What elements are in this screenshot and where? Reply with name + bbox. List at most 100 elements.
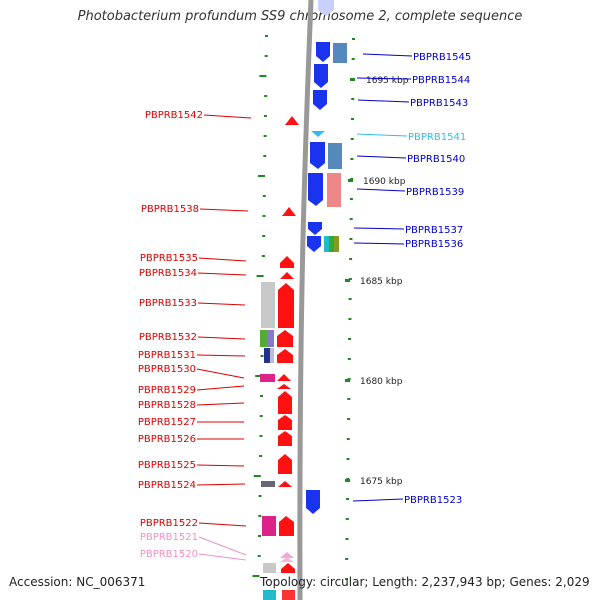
tick-mark [263,135,267,137]
leader-line [203,114,252,119]
kbp-scale: 1695 kbp 1690 kbp 1685 kbp 1680 kbp 1675… [345,76,409,487]
gene-label[interactable]: PBPRB1521 [140,532,198,543]
gene-box[interactable] [328,143,342,169]
gene-arrow[interactable] [278,415,292,430]
gene-box[interactable] [261,481,275,487]
gene-label[interactable]: PBPRB1520 [140,549,198,560]
gene-box[interactable] [264,348,270,363]
tick-mark [345,578,348,580]
gene-arrow[interactable] [280,552,294,558]
gene-box[interactable] [270,348,274,363]
gene-label[interactable]: PBPRB1544 [412,75,470,86]
leader-line [362,53,413,57]
gene-arrow[interactable] [306,490,320,514]
gene-arrow[interactable] [318,0,334,16]
tick-mark [264,95,268,97]
gene-arrow[interactable] [310,142,325,169]
gene-arrow[interactable] [279,516,294,536]
gene-label[interactable]: PBPRB1542 [145,110,203,121]
gene-label[interactable]: PBPRB1540 [407,154,465,165]
gene-label[interactable]: PBPRB1535 [140,253,198,264]
gene-label[interactable]: PBPRB1522 [140,518,198,529]
gene-box[interactable] [261,282,275,328]
gene-box[interactable] [263,563,276,573]
gene-label[interactable]: PBPRB1538 [141,204,199,215]
gene-box[interactable] [263,590,276,600]
gene-label[interactable]: PBPRB1539 [406,187,464,198]
gene-arrow[interactable] [308,222,322,235]
gene-label[interactable]: PBPRB1525 [138,460,196,471]
gene-label[interactable]: PBPRB1529 [138,385,196,396]
gene-box[interactable] [329,236,334,252]
gene-box[interactable] [282,590,295,600]
gene-arrow[interactable] [314,64,328,88]
gene-arrow[interactable] [280,272,294,279]
kbp-label: 1695 kbp [366,76,409,86]
sequence-summary: Topology: circular; Length: 2,237,943 bp… [260,575,590,589]
gene-box[interactable] [333,43,347,63]
gene-arrow[interactable] [277,349,293,363]
leader-line [356,133,408,137]
gene-label[interactable]: PBPRB1534 [139,268,197,279]
gene-arrow[interactable] [278,431,292,446]
gene-box[interactable] [262,516,276,536]
gene-arrow[interactable] [316,42,330,62]
gene-label[interactable]: PBPRB1526 [138,434,196,445]
accession-text: Accession: NC_006371 [9,575,146,589]
tick-mark [345,558,349,560]
gene-box[interactable] [260,374,275,382]
gene-arrow[interactable] [311,131,325,137]
tick-mark [350,158,354,160]
leader-line [198,257,247,262]
tick-mark [259,415,263,417]
inner-tick-marks [252,35,268,577]
tick-mark [346,458,350,460]
gene-label[interactable]: PBPRB1524 [138,480,196,491]
gene-arrow[interactable] [278,481,292,487]
gene-label[interactable]: PBPRB1545 [413,52,471,63]
tick-mark [345,518,349,520]
gene-arrow[interactable] [280,557,294,562]
gene-arrow[interactable] [307,236,321,252]
leader-line [199,208,249,212]
gene-label[interactable]: PBPRB1537 [405,225,463,236]
gene-arrow[interactable] [277,330,293,347]
tick-mark [348,298,352,300]
gene-label[interactable]: PBPRB1528 [138,400,196,411]
gene-label[interactable]: PBPRB1530 [138,364,196,375]
gene-arrow[interactable] [285,116,299,125]
gene-arrow[interactable] [278,391,292,414]
gene-arrow[interactable] [278,283,294,328]
gene-label[interactable]: PBPRB1536 [405,239,463,250]
forward-strand-features [306,0,347,514]
gene-label[interactable]: PBPRB1532 [139,332,197,343]
gene-arrow[interactable] [278,454,292,474]
gene-label[interactable]: PBPRB1533 [139,298,197,309]
gene-label[interactable]: PBPRB1531 [138,350,196,361]
gene-arrow[interactable] [281,563,295,573]
gene-box[interactable] [334,236,339,252]
leader-line [197,302,246,306]
gene-arrow[interactable] [313,90,327,110]
gene-box[interactable] [327,173,341,207]
gene-label[interactable]: PBPRB1523 [404,495,462,506]
tick-mark [347,398,351,400]
leader-line [197,272,247,276]
gene-label[interactable]: PBPRB1527 [138,417,196,428]
leader-line [196,368,245,379]
gene-arrow[interactable] [277,384,291,389]
map-title: Photobacterium profundum SS9 chromosome … [77,9,523,24]
gene-box[interactable] [324,236,329,252]
gene-arrow[interactable] [308,173,323,206]
tick-mark [345,538,349,540]
gene-box[interactable] [267,330,274,347]
gene-arrow[interactable] [280,256,294,268]
leader-line [196,354,246,357]
gene-label[interactable]: PBPRB1543 [410,98,468,109]
gene-label[interactable]: PBPRB1541 [408,132,466,143]
gene-arrow[interactable] [282,207,296,216]
tick-mark [352,38,355,40]
gene-box[interactable] [260,330,267,347]
gene-arrow[interactable] [277,374,291,381]
